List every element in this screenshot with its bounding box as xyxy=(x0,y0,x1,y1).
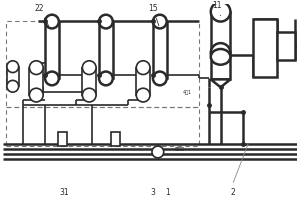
Bar xyxy=(58,132,67,146)
Bar xyxy=(7,67,19,86)
Bar xyxy=(111,132,120,146)
Polygon shape xyxy=(211,79,230,87)
Text: 11: 11 xyxy=(212,1,221,16)
Ellipse shape xyxy=(82,88,96,102)
Ellipse shape xyxy=(211,2,230,22)
Bar xyxy=(29,68,43,95)
Bar xyxy=(136,68,150,95)
Ellipse shape xyxy=(136,88,150,102)
Bar xyxy=(6,21,199,107)
Ellipse shape xyxy=(99,15,113,28)
Text: 31: 31 xyxy=(59,188,68,197)
Bar xyxy=(153,22,167,78)
Ellipse shape xyxy=(136,61,150,75)
Bar xyxy=(6,107,199,146)
Ellipse shape xyxy=(7,80,19,92)
Bar xyxy=(211,12,230,53)
Bar xyxy=(278,32,295,60)
Text: 2: 2 xyxy=(231,188,236,197)
Bar xyxy=(82,68,96,95)
Ellipse shape xyxy=(211,49,230,65)
Ellipse shape xyxy=(45,15,59,28)
Text: 多功能泵: 多功能泵 xyxy=(175,147,184,151)
Text: 15: 15 xyxy=(148,4,159,26)
Ellipse shape xyxy=(45,72,59,85)
Ellipse shape xyxy=(29,61,43,75)
Text: 1: 1 xyxy=(165,188,170,197)
Ellipse shape xyxy=(153,72,167,85)
Ellipse shape xyxy=(29,88,43,102)
Bar xyxy=(211,57,230,79)
Bar xyxy=(253,19,278,77)
Ellipse shape xyxy=(211,43,230,63)
Ellipse shape xyxy=(7,61,19,73)
Ellipse shape xyxy=(82,61,96,75)
Text: 22: 22 xyxy=(34,4,49,26)
Text: 4位1: 4位1 xyxy=(183,90,192,95)
Circle shape xyxy=(152,146,164,158)
Text: 3: 3 xyxy=(151,188,155,197)
Ellipse shape xyxy=(153,15,167,28)
Ellipse shape xyxy=(99,72,113,85)
Bar xyxy=(99,22,113,78)
Bar xyxy=(45,22,59,78)
